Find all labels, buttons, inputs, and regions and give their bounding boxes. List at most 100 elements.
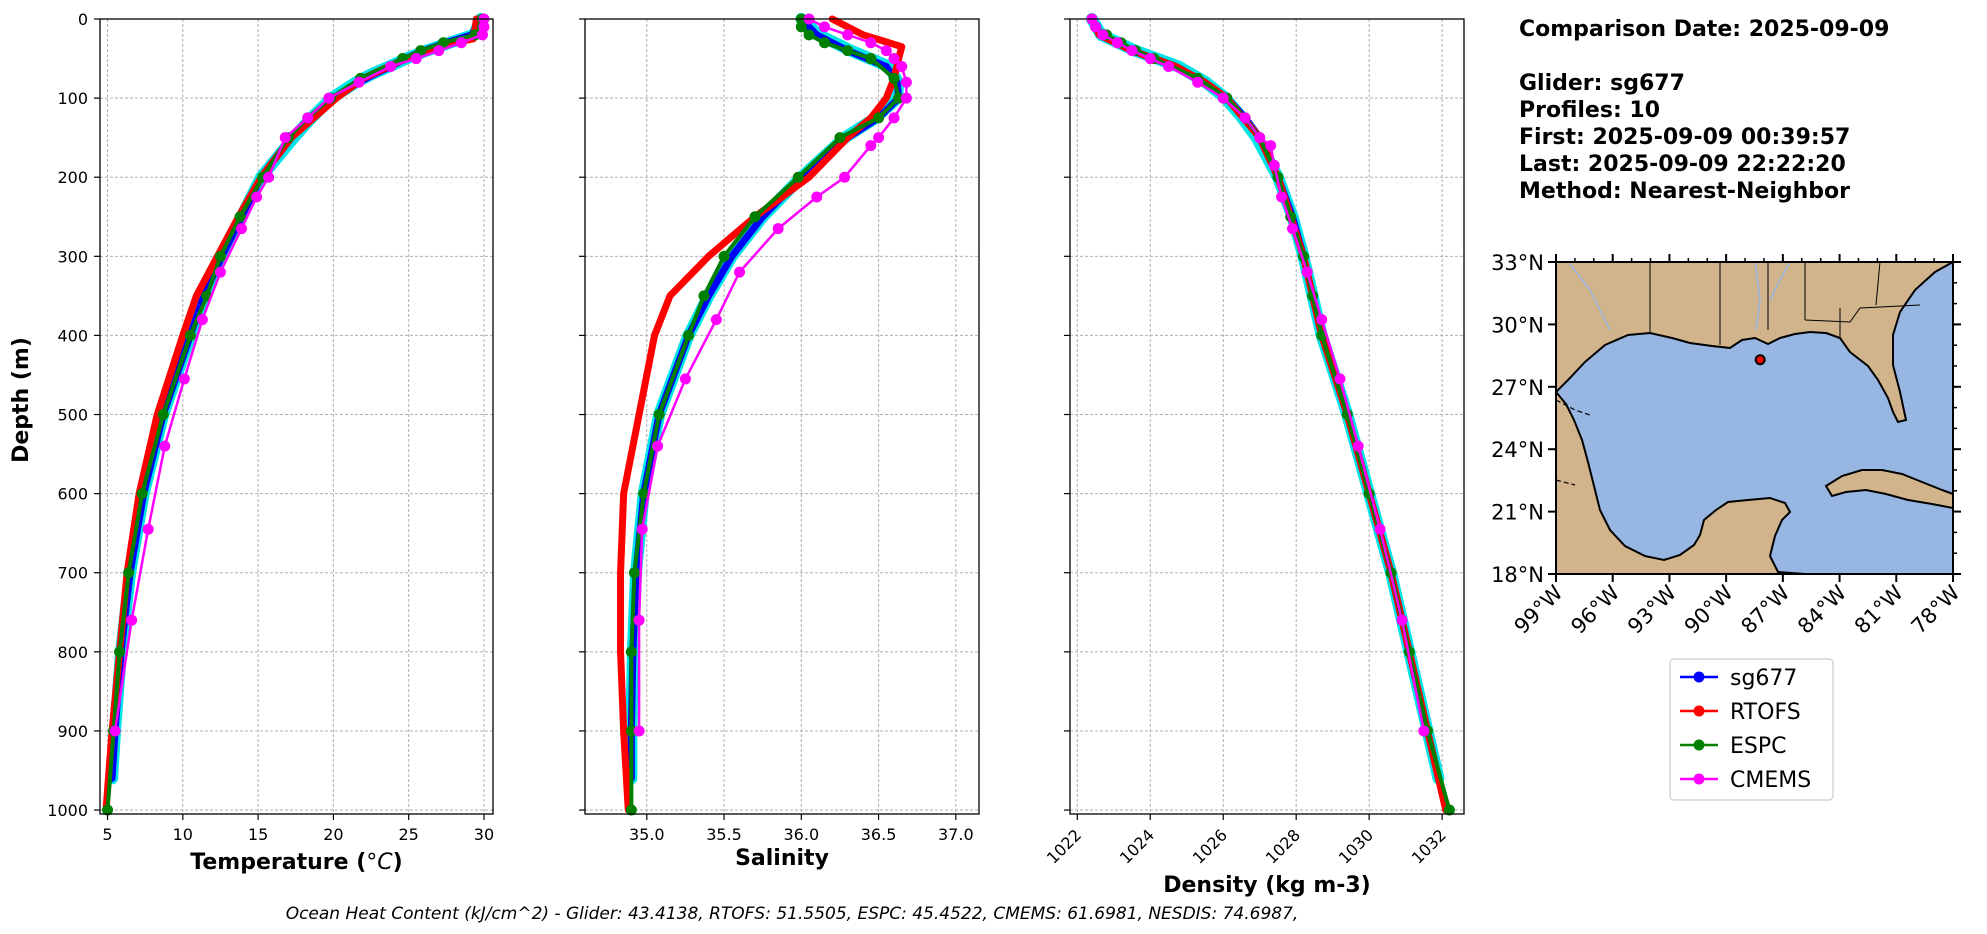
temperature-espc-point <box>114 646 126 658</box>
density-cmems-point <box>1352 440 1364 452</box>
temperature-espc-point <box>184 329 196 341</box>
legend-label-espc: ESPC <box>1730 734 1787 759</box>
salinity-espc-point <box>803 29 815 41</box>
salinity-x-tick-label: 36.0 <box>784 825 820 844</box>
map-frame <box>1555 261 1954 575</box>
density-cmems-point <box>1316 314 1328 326</box>
salinity-espc-point <box>792 171 804 183</box>
ohc-footer: Ocean Heat Content (kJ/cm^2) - Glider: 4… <box>286 904 1299 924</box>
density-cmems-point <box>1265 140 1277 152</box>
legend-marker-espc <box>1693 739 1705 751</box>
temperature-cmems-point <box>196 314 208 326</box>
cuba <box>1824 469 1953 510</box>
salinity-cmems-point <box>652 440 664 452</box>
density-cmems-point <box>1144 53 1156 65</box>
density-espc-point <box>1443 804 1455 816</box>
density-cmems-point <box>1111 37 1123 49</box>
last-profile-time: Last: 2025-09-09 22:22:20 <box>1519 152 1846 177</box>
depth-tick-label: 400 <box>57 326 88 345</box>
temperature-cmems-point <box>433 45 445 57</box>
density-cmems-point <box>1301 266 1313 278</box>
salinity-cmems-point <box>880 45 892 57</box>
legend-marker-rtofs <box>1693 705 1705 717</box>
salinity-cmems-point <box>839 171 851 183</box>
temperature-espc-point <box>157 409 169 421</box>
temperature-x-tick-label: 30 <box>474 825 494 844</box>
temperature-axes-frame <box>99 18 494 815</box>
salinity-cmems-point <box>888 53 900 65</box>
temperature-espc-point <box>214 250 226 262</box>
temperature-axis-label: Temperature (°C) <box>190 850 402 875</box>
salinity-cmems-line <box>637 17 908 733</box>
temperature-x-tick-label: 10 <box>173 825 193 844</box>
salinity-cmems-point <box>900 76 912 88</box>
temperature-panel: 5 10 15 20 25 3001002003004005006007008009001… <box>47 10 494 875</box>
density-cmems-point <box>1097 29 1109 41</box>
density-cmems-point <box>1254 132 1266 144</box>
salinity-espc-point <box>625 646 637 658</box>
temperature-cmems-point <box>385 60 397 72</box>
mexico-border <box>1556 399 1591 486</box>
salinity-espc-point <box>873 112 885 124</box>
legend-marker-sg677 <box>1693 671 1705 683</box>
legend-box <box>1669 658 1834 801</box>
comparison-date: Comparison Date: 2025-09-09 <box>1519 17 1889 42</box>
salinity-cmems-point <box>842 29 854 41</box>
density-axes-frame <box>1069 18 1465 815</box>
map-lat-label: 24°N <box>1491 438 1544 462</box>
temperature-espc-point <box>136 488 148 500</box>
temperature-cmems-point <box>279 132 291 144</box>
rivers <box>1569 262 1791 331</box>
glider-name: Glider: sg677 <box>1519 71 1685 96</box>
salinity-cmems-point <box>633 725 645 737</box>
salinity-cmems-point <box>772 223 784 235</box>
legend-label-rtofs: RTOFS <box>1730 700 1801 725</box>
salinity-cmems-point <box>710 314 722 326</box>
salinity-espc-point <box>818 37 830 49</box>
depth-tick-label: 700 <box>57 564 88 583</box>
salinity-espc-point <box>749 211 761 223</box>
salinity-cmems-point <box>818 21 830 33</box>
temperature-x-tick-label: 15 <box>248 825 268 844</box>
salinity-espc-point <box>834 132 846 144</box>
first-profile-time: First: 2025-09-09 00:39:57 <box>1519 125 1850 150</box>
density-cmems-point <box>1418 725 1430 737</box>
profile-count: Profiles: 10 <box>1519 98 1660 123</box>
temperature-cmems-point <box>236 223 248 235</box>
density-cmems-line <box>1090 17 1426 733</box>
salinity-cmems-point <box>679 373 691 385</box>
salinity-espc-point <box>698 290 710 302</box>
density-cmems-point <box>1217 92 1229 104</box>
salinity-cmems-point <box>873 132 885 144</box>
temperature-cmems-point <box>109 725 121 737</box>
map-lat-label: 30°N <box>1491 313 1544 337</box>
temperature-cmems-point <box>126 614 138 626</box>
salinity-cmems-point <box>865 37 877 49</box>
depth-tick-label: 600 <box>57 485 88 504</box>
temperature-espc-point <box>123 567 135 579</box>
glider-location-marker <box>1754 354 1766 366</box>
map-lat-label: 33°N <box>1491 251 1544 275</box>
salinity-cmems-point <box>900 92 912 104</box>
temperature-cmems-point <box>159 440 171 452</box>
salinity-espc-point <box>842 45 854 57</box>
density-cmems-point <box>1276 191 1288 203</box>
salinity-espc-point <box>628 567 640 579</box>
info-block: Comparison Date: 2025-09-09 Glider: sg67… <box>1519 17 1889 204</box>
map-lat-label: 27°N <box>1491 376 1544 400</box>
density-cmems-point <box>1090 21 1102 33</box>
temperature-cmems-point <box>353 76 365 88</box>
salinity-cmems-point <box>811 191 823 203</box>
salinity-espc-point <box>625 804 637 816</box>
temperature-x-tick-label: 5 <box>102 825 112 844</box>
depth-tick-label: 200 <box>57 168 88 187</box>
temperature-cmems-point <box>476 29 488 41</box>
temperature-cmems-point <box>142 523 154 535</box>
density-cmems-point <box>1192 76 1204 88</box>
depth-tick-label: 300 <box>57 247 88 266</box>
legend-label-cmems: CMEMS <box>1730 768 1811 793</box>
temperature-cmems-point <box>410 53 422 65</box>
salinity-espc-point <box>893 92 905 104</box>
